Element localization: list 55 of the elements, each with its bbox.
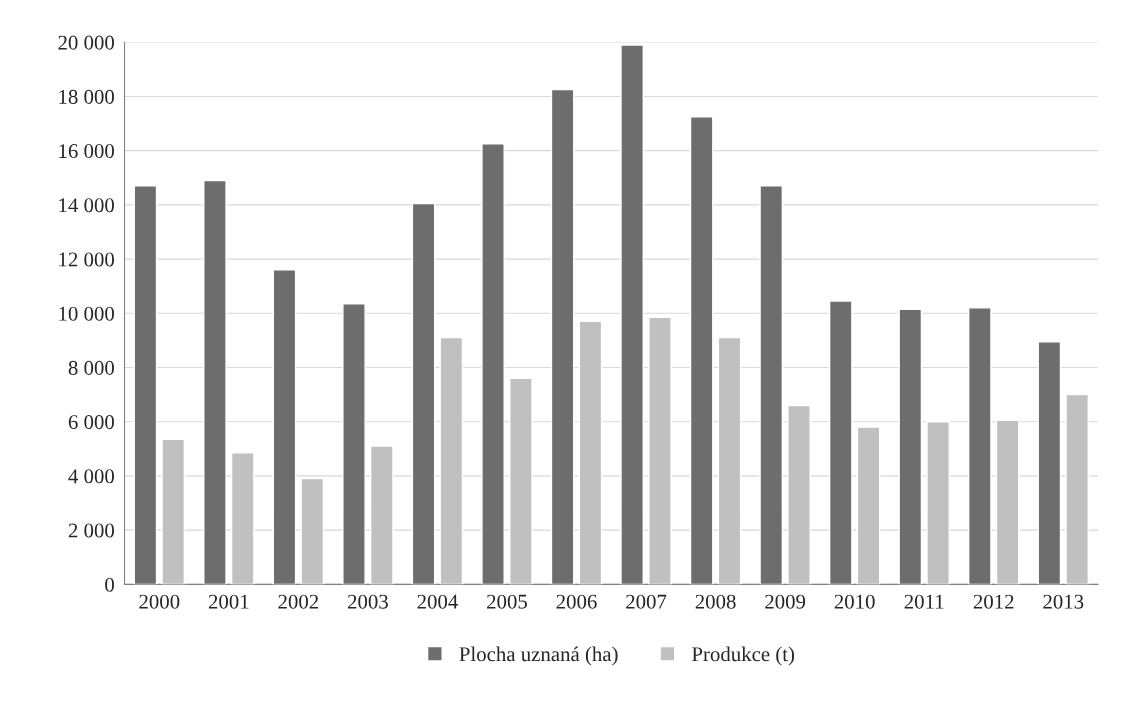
bar: [828, 300, 853, 585]
bar: [411, 202, 436, 585]
bar: [995, 419, 1020, 585]
bar: [133, 185, 158, 585]
y-tick-label: 2 000: [68, 523, 114, 538]
x-tick-label: 2005: [487, 594, 527, 609]
x-tick-label: 2000: [139, 594, 180, 609]
bar: [620, 44, 644, 585]
x-tick-label: 2001: [208, 594, 249, 609]
bar: [926, 421, 950, 585]
y-tick-label: 8 000: [68, 360, 114, 375]
bar: [578, 320, 603, 585]
y-tick-label: 18 000: [59, 89, 114, 104]
bar: [648, 316, 672, 585]
x-tick-label: 2011: [904, 594, 944, 609]
x-tick-label: 2008: [695, 594, 736, 609]
y-tick-label: 20 000: [58, 35, 114, 50]
bar: [968, 307, 992, 585]
legend-label: Plocha uznaná (ha): [459, 646, 618, 666]
x-tick-label: 2010: [834, 594, 875, 609]
x-tick-label: 2006: [556, 594, 597, 609]
y-tick-label: 0: [105, 577, 114, 592]
bar: [272, 269, 297, 585]
x-tick-label: 2009: [765, 594, 806, 609]
y-tick-label: 14 000: [59, 198, 114, 213]
x-tick-label: 2007: [626, 594, 667, 609]
bar: [342, 303, 366, 585]
legend-label: Produkce (t): [692, 646, 795, 666]
bar: [898, 308, 923, 585]
y-tick-label: 6 000: [68, 415, 114, 430]
bar: [1065, 393, 1089, 585]
x-tick-label: 2004: [417, 594, 458, 609]
bar: [550, 88, 575, 585]
y-tick-label: 4 000: [68, 469, 114, 484]
bar: [509, 377, 533, 585]
bar: [439, 336, 464, 585]
x-tick-label: 2003: [347, 594, 388, 609]
bar: [161, 438, 186, 585]
y-tick-label: 16 000: [59, 144, 114, 159]
bar: [787, 404, 811, 585]
bar: [203, 179, 227, 585]
bar: [717, 336, 742, 585]
bar: [1037, 341, 1062, 585]
bar: [759, 185, 784, 585]
y-tick-label: 12 000: [59, 252, 114, 267]
x-tick-label: 2013: [1043, 594, 1084, 609]
x-tick-label: 2012: [973, 594, 1014, 609]
x-tick-label: 2002: [278, 594, 319, 609]
bar: [300, 477, 325, 585]
bar: [689, 116, 714, 585]
bar: [856, 426, 881, 585]
bar: [369, 445, 394, 585]
bar: [481, 143, 505, 585]
y-tick-label: 10 000: [59, 306, 114, 321]
bar: [230, 452, 255, 585]
